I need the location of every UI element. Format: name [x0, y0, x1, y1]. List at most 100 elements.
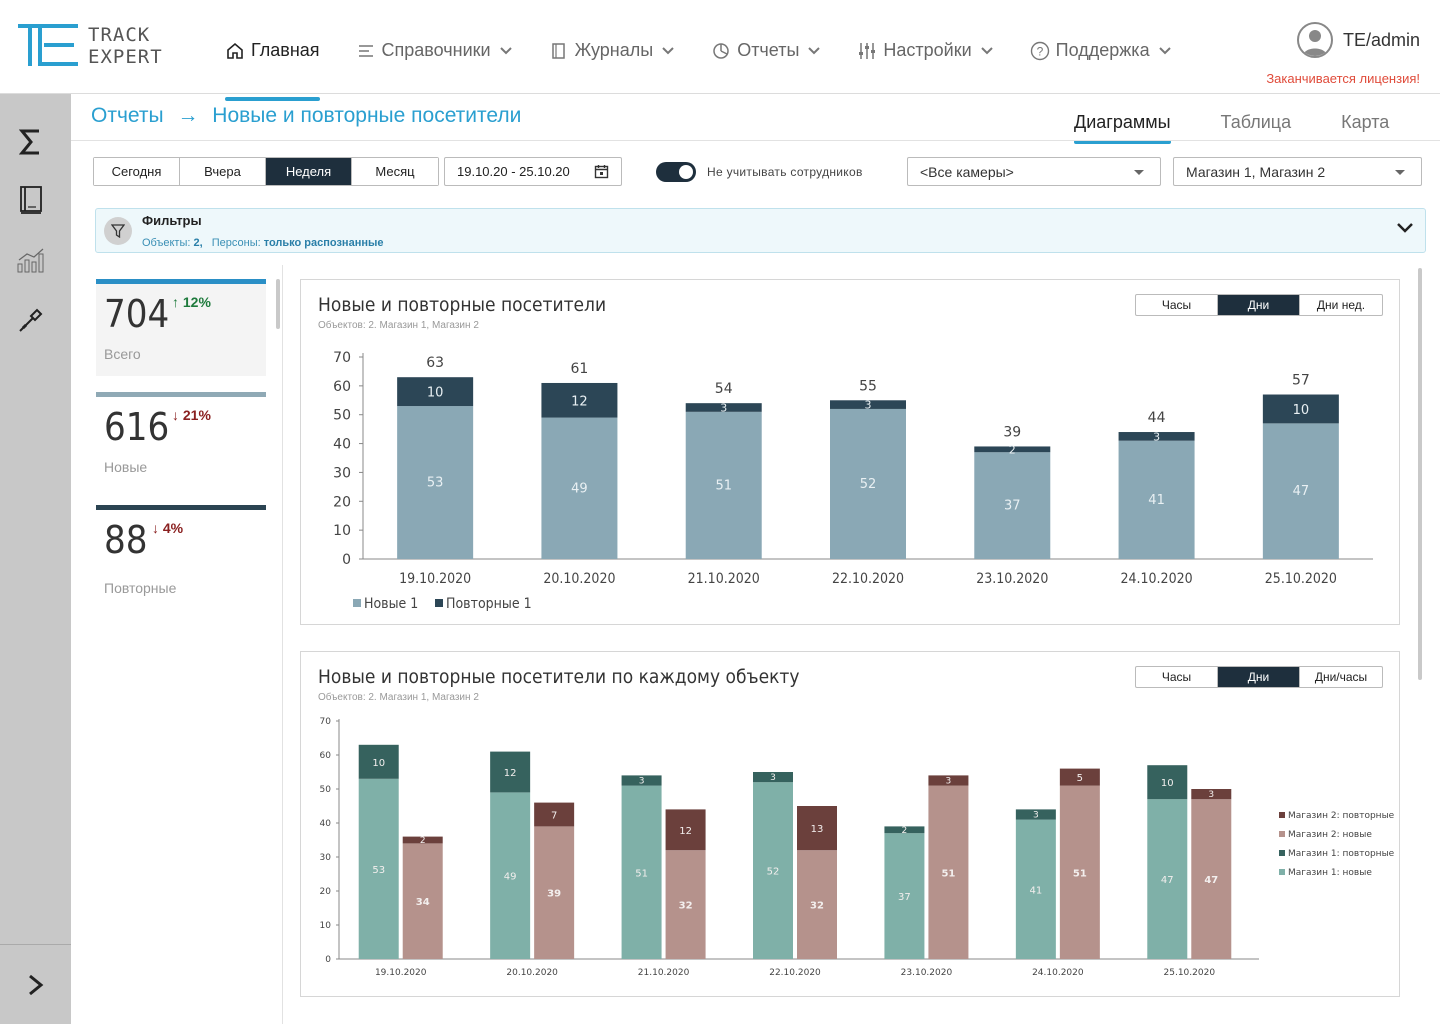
nav-item-reports[interactable]: Отчеты: [711, 40, 821, 61]
data-label: 53: [427, 476, 444, 491]
filter-icon: [104, 217, 132, 245]
x-tick-label: 19.10.2020: [399, 571, 471, 587]
date-range-input[interactable]: 19.10.20 - 25.10.20: [444, 157, 622, 186]
x-tick-label: 22.10.2020: [832, 571, 904, 587]
mode-days-button[interactable]: Дни: [1218, 667, 1300, 687]
page-scrollbar[interactable]: [1418, 268, 1422, 680]
y-tick-label: 50: [320, 785, 332, 795]
tab-table[interactable]: Таблица: [1220, 112, 1292, 132]
data-label: 13: [811, 824, 824, 835]
avatar[interactable]: [1296, 22, 1333, 58]
data-label: 52: [860, 477, 877, 492]
data-label: 39: [547, 889, 561, 900]
data-label: 32: [810, 901, 824, 912]
kpi-delta: ↓ 21%: [172, 407, 211, 423]
bar-segment: [797, 850, 837, 959]
nav-item-support[interactable]: ? Поддержка: [1030, 40, 1172, 61]
kpi-total[interactable]: 704 ↑ 12% Всего: [96, 279, 266, 376]
y-tick-label: 30: [320, 853, 332, 863]
sidebar-expand-button[interactable]: [0, 944, 71, 1024]
filters-objects-value: 2,: [193, 237, 203, 249]
license-warning: Заканчивается лицензия!: [1266, 71, 1420, 86]
bar-segment: [358, 778, 399, 959]
user-menu[interactable]: TE/admin: [1296, 22, 1420, 58]
book-icon: [549, 41, 569, 61]
total-label: 39: [1003, 424, 1021, 440]
data-label: 32: [679, 901, 693, 912]
bar-segment: [621, 785, 662, 959]
kpi-delta: ↑ 12%: [172, 294, 211, 310]
legend-swatch: [435, 599, 443, 607]
chevron-down-icon[interactable]: [1395, 221, 1415, 240]
calendar-icon[interactable]: [594, 164, 609, 182]
nav-item-journals[interactable]: Журналы: [549, 40, 676, 61]
y-tick-label: 20: [333, 494, 351, 510]
nav-label: Настройки: [883, 40, 972, 60]
journal-icon[interactable]: [15, 184, 47, 216]
period-yesterday-button[interactable]: Вчера: [180, 158, 266, 185]
divider: [71, 140, 1440, 141]
kpi-scrollbar[interactable]: [276, 279, 280, 329]
mode-days-button[interactable]: Дни: [1218, 295, 1300, 315]
data-label: 3: [946, 777, 952, 787]
mode-dayhours-button[interactable]: Дни/часы: [1314, 670, 1368, 684]
nav-item-home[interactable]: Главная: [225, 40, 320, 101]
kpi-accent-bar: [96, 279, 266, 284]
data-label: 3: [1033, 811, 1039, 821]
analytics-icon[interactable]: [15, 244, 47, 276]
logo-line-1: TRACK: [88, 24, 151, 46]
caret-down-icon: [1395, 170, 1405, 175]
nav-item-settings[interactable]: Настройки: [857, 40, 993, 61]
chevron-down-icon: [807, 46, 821, 56]
bar-segment: [534, 826, 575, 959]
sigma-icon[interactable]: [15, 126, 47, 158]
kpi-repeat[interactable]: 88 ↓ 4% Повторные: [96, 505, 266, 610]
svg-text:?: ?: [1036, 44, 1043, 58]
x-tick-label: 20.10.2020: [543, 571, 615, 587]
data-label: 12: [679, 826, 692, 837]
data-label: 53: [372, 865, 385, 876]
period-week-button[interactable]: Неделя: [266, 158, 352, 185]
kpi-new[interactable]: 616 ↓ 21% Новые: [96, 392, 266, 489]
mode-weekdays-button[interactable]: Дни нед.: [1316, 298, 1366, 312]
tab-map[interactable]: Карта: [1341, 112, 1390, 132]
mode-hours-button[interactable]: Часы: [1136, 667, 1218, 687]
logo-text: TRACK EXPERT: [88, 24, 163, 68]
exclude-staff-toggle[interactable]: [656, 162, 696, 182]
tab-charts[interactable]: Диаграммы: [1074, 112, 1171, 144]
bar-segment: [490, 792, 531, 959]
y-tick-label: 0: [325, 955, 331, 965]
logo[interactable]: TRACK EXPERT: [16, 22, 162, 72]
data-label: 10: [427, 386, 444, 401]
data-label: 7: [551, 811, 557, 822]
data-label: 37: [898, 892, 911, 903]
bar-segment: [665, 809, 706, 851]
store-select-value: Магазин 1, Магазин 2: [1186, 163, 1326, 180]
data-label: 41: [1029, 885, 1042, 896]
main-nav: Главная Справочники Журналы Отчеты: [225, 40, 1208, 101]
mode-hours-button[interactable]: Часы: [1136, 295, 1218, 315]
period-selector: Сегодня Вчера Неделя Месяц: [93, 157, 439, 186]
data-label: 2: [420, 836, 426, 846]
filters-title: Фильтры: [142, 213, 202, 228]
kpi-value: 616: [104, 405, 170, 449]
data-label: 12: [571, 394, 588, 409]
x-tick-label: 21.10.2020: [688, 571, 760, 587]
period-month-button[interactable]: Месяц: [352, 158, 438, 185]
filters-panel[interactable]: Фильтры Объекты: 2, Персоны: только расп…: [95, 208, 1426, 253]
nav-item-directories[interactable]: Справочники: [356, 40, 513, 61]
bar-segment: [884, 826, 925, 834]
bar-segment: [358, 744, 399, 779]
sidebar: [0, 94, 71, 1024]
nav-label: Поддержка: [1055, 40, 1150, 60]
breadcrumb-arrow: →: [177, 104, 199, 127]
bar-segment: [753, 782, 793, 959]
camera-select[interactable]: <Все камеры>: [907, 157, 1161, 186]
breadcrumb-root[interactable]: Отчеты: [91, 104, 164, 127]
store-select[interactable]: Магазин 1, Магазин 2: [1173, 157, 1422, 186]
bar-segment: [541, 417, 618, 559]
chart-title: Новые и повторные посетители: [318, 294, 607, 316]
x-tick-label: 19.10.2020: [375, 968, 427, 978]
tools-icon[interactable]: [15, 304, 47, 336]
period-today-button[interactable]: Сегодня: [94, 158, 180, 185]
